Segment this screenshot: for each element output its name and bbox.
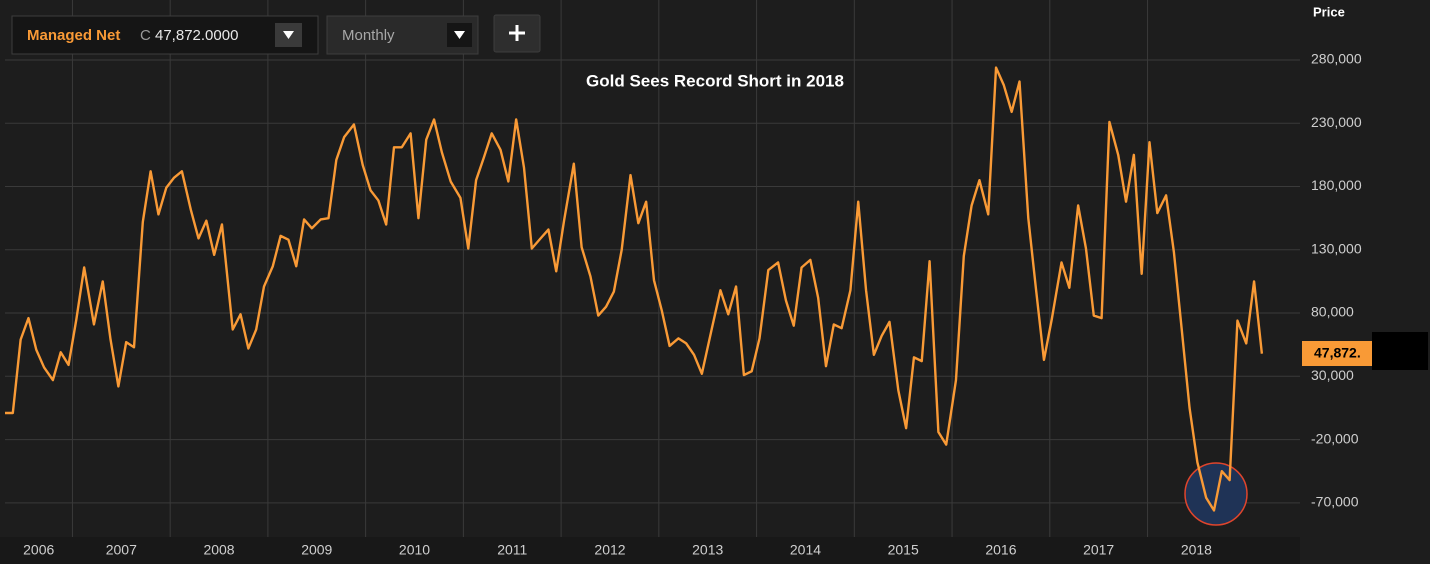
x-tick-label: 2007 [106, 542, 137, 558]
x-tick-label: 2011 [497, 542, 527, 558]
x-tick-label: 2008 [203, 542, 234, 558]
x-axis-band [0, 537, 1300, 564]
y-tick-label: 30,000 [1311, 367, 1354, 383]
x-tick-label: 2016 [985, 542, 1016, 558]
dropdown-arrow [283, 31, 294, 39]
chart-title: Gold Sees Record Short in 2018 [586, 71, 844, 90]
last-value-label: 47,872. [1314, 345, 1361, 361]
interval-label: Monthly [342, 27, 395, 44]
price-tag-shadow [1372, 332, 1428, 370]
add-button[interactable] [493, 14, 541, 53]
series-selector[interactable]: Managed Net C 47,872.0000 [11, 15, 319, 55]
y-tick-label: 180,000 [1311, 177, 1362, 193]
y-tick-label: 230,000 [1311, 114, 1362, 130]
interval-selector[interactable]: Monthly [326, 15, 479, 55]
dropdown-arrow [454, 31, 465, 39]
marks [5, 66, 1264, 512]
x-tick-label: 2018 [1181, 542, 1212, 558]
y-tick-label: -70,000 [1311, 494, 1359, 510]
x-tick-label: 2014 [790, 542, 821, 558]
x-tick-label: 2010 [399, 542, 430, 558]
x-tick-label: 2015 [888, 542, 919, 558]
price-tag [1302, 341, 1372, 366]
selector-box[interactable] [11, 15, 319, 55]
grid [5, 0, 1300, 537]
plus-icon [509, 25, 525, 41]
y-axis-label: Price [1313, 4, 1345, 19]
x-tick-label: 2013 [692, 542, 723, 558]
series-name: Managed Net [27, 27, 120, 44]
y-tick-label: 130,000 [1311, 240, 1362, 256]
x-tick-label: 2012 [594, 542, 625, 558]
x-tick-label: 2017 [1083, 542, 1114, 558]
readout: 47,872.0000 [155, 27, 238, 44]
x-tick-label: 2009 [301, 542, 332, 558]
readout-prefix: C [140, 27, 151, 44]
x-tick-label: 2006 [23, 542, 54, 558]
highlight-circle [1184, 462, 1248, 526]
y-tick-label: 80,000 [1311, 304, 1354, 320]
y-tick-label: -20,000 [1311, 430, 1359, 446]
series-line [5, 66, 1264, 512]
y-tick-label: 280,000 [1311, 51, 1362, 67]
